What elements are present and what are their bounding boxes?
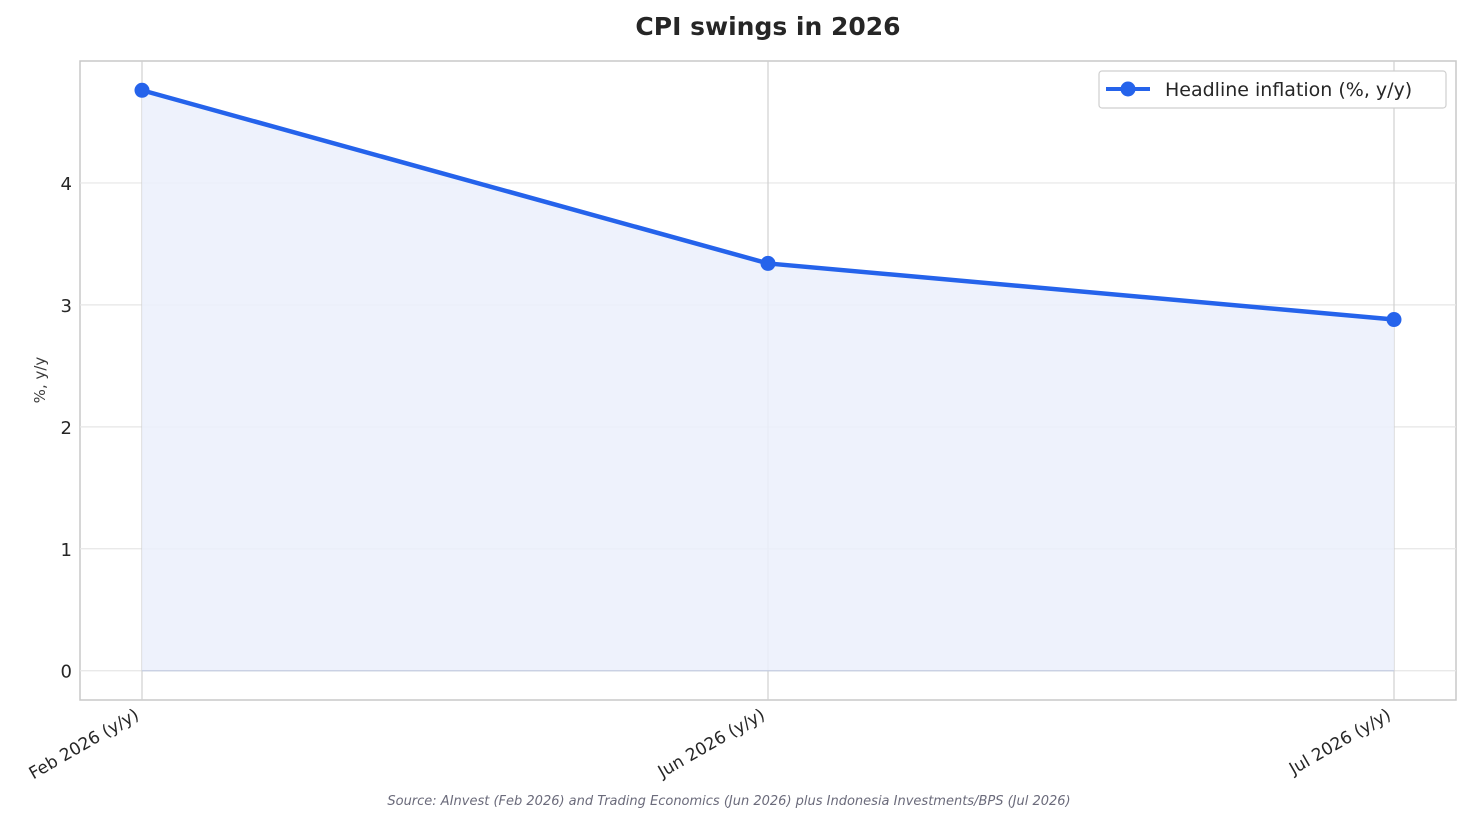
x-tick-labels: Feb 2026 (y/y) Jun 2026 (y/y) Jul 2026 (y/… — [26, 705, 1395, 784]
y-tick-label: 2 — [61, 418, 72, 439]
data-point — [760, 255, 776, 271]
legend-label: Headline inflation (%, y/y) — [1165, 79, 1412, 101]
legend-box — [1098, 70, 1447, 109]
y-axis-label: %, y/y — [31, 357, 49, 404]
x-tick-label: Feb 2026 (y/y) — [26, 705, 143, 784]
area-layer — [142, 90, 1394, 672]
x-tick-label: Jun 2026 (y/y) — [654, 705, 769, 783]
data-point — [134, 82, 150, 98]
source-note: Source: AInvest (Feb 2026) and Trading E… — [387, 794, 1070, 809]
y-tick-label: 1 — [61, 540, 72, 561]
legend-marker-swatch — [1120, 81, 1136, 97]
data-point — [1386, 312, 1402, 328]
y-tick-label: 0 — [61, 662, 72, 683]
y-tick-labels: 0 1 2 3 4 — [61, 174, 72, 683]
x-tick-label: Jul 2026 (y/y) — [1285, 705, 1394, 780]
point-layer — [134, 82, 1402, 328]
area-fill — [142, 90, 1394, 671]
y-tick-label: 4 — [61, 174, 72, 195]
chart-title: CPI swings in 2026 — [635, 12, 900, 41]
y-tick-label: 3 — [61, 296, 72, 317]
legend: Headline inflation (%, y/y) — [1098, 70, 1447, 109]
